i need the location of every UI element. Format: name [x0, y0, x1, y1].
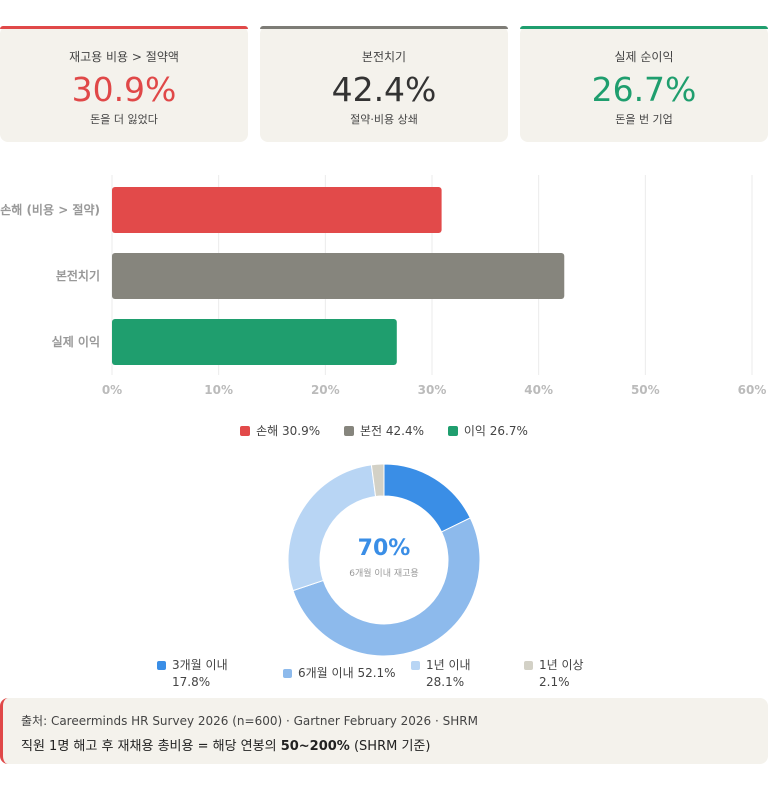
legend-swatch: [283, 669, 292, 678]
summary-text: 직원 1명 해고 후 재채용 총비용 = 해당 연봉의: [21, 739, 281, 754]
x-tick-label: 10%: [204, 383, 233, 397]
summary-highlight: 50~200%: [280, 739, 350, 754]
card-accent-bar: [520, 26, 768, 29]
legend-label: 본전 42.4%: [359, 424, 425, 438]
legend-value: 28.1%: [426, 675, 465, 689]
donut-center-label: 6개월 이내 재고용: [349, 569, 419, 579]
donut-legend-item-3m[interactable]: 3개월 이내 17.8%: [157, 657, 228, 691]
kpi-card-loss: 재고용 비용 > 절약액 30.9% 돈을 더 잃었다: [0, 26, 248, 142]
legend-label: 6개월 이내: [298, 666, 354, 680]
legend-label: 손해 30.9%: [256, 424, 321, 438]
x-tick-label: 40%: [524, 383, 553, 397]
card-sub: 절약·비용 상쇄: [350, 113, 418, 126]
source-citation: 출처: Careerminds HR Survey 2026 (n=600) ·…: [21, 714, 478, 728]
legend-swatch: [411, 661, 420, 670]
source-note: 출처: Careerminds HR Survey 2026 (n=600) ·…: [0, 698, 768, 764]
summary-suffix: (SHRM 기준): [349, 739, 431, 754]
donut-chart: [287, 463, 481, 657]
x-tick-label: 0%: [102, 383, 122, 397]
legend-label: 3개월 이내: [172, 658, 228, 672]
card-accent-bar: [0, 26, 248, 29]
donut-slice[interactable]: [383, 463, 471, 533]
donut-center-value: 70%: [357, 536, 411, 561]
card-value: 42.4%: [331, 70, 437, 109]
legend-label: 1년 이상: [539, 658, 584, 672]
x-tick-label: 20%: [311, 383, 340, 397]
donut-legend-item-over1y[interactable]: 1년 이상 2.1%: [524, 657, 584, 691]
card-sub: 돈을 번 기업: [615, 113, 673, 126]
bar[interactable]: [112, 187, 442, 233]
y-category-label: 손해 (비용 > 절약): [0, 202, 100, 217]
legend-swatch: [157, 661, 166, 670]
y-category-label: 본전치기: [56, 268, 100, 283]
card-value: 30.9%: [71, 70, 177, 109]
legend-text: 6개월 이내 52.1%: [298, 665, 396, 682]
card-value: 26.7%: [591, 70, 697, 109]
legend-label: 이익 26.7%: [463, 424, 528, 438]
legend-item-loss[interactable]: 손해 30.9%: [240, 422, 320, 439]
legend-value: 2.1%: [539, 675, 570, 689]
card-label: 본전치기: [361, 50, 407, 64]
source-summary: 직원 1명 해고 후 재채용 총비용 = 해당 연봉의 50~200% (SHR…: [21, 735, 430, 754]
kpi-card-profit: 실제 순이익 26.7% 돈을 번 기업: [520, 26, 768, 142]
legend-label: 1년 이내: [426, 658, 471, 672]
bar-legend: 손해 30.9% 본전 42.4% 이익 26.7%: [0, 422, 768, 439]
kpi-card-breakeven: 본전치기 42.4% 절약·비용 상쇄: [260, 26, 508, 142]
card-label: 실제 순이익: [614, 50, 674, 64]
donut-slice[interactable]: [370, 463, 385, 498]
legend-swatch: [447, 425, 458, 436]
legend-value: 17.8%: [172, 675, 211, 689]
bar[interactable]: [112, 319, 397, 365]
card-accent-bar: [260, 26, 508, 29]
legend-value: 52.1%: [357, 666, 396, 680]
legend-item-breakeven[interactable]: 본전 42.4%: [343, 422, 425, 439]
card-label: 재고용 비용 > 절약액: [69, 50, 179, 64]
y-category-label: 실제 이익: [52, 334, 100, 349]
legend-item-profit[interactable]: 이익 26.7%: [447, 422, 528, 439]
bar[interactable]: [112, 253, 565, 299]
legend-swatch: [240, 425, 251, 436]
x-tick-label: 60%: [738, 383, 767, 397]
x-tick-label: 50%: [631, 383, 660, 397]
legend-swatch: [343, 425, 354, 436]
donut-legend-item-6m[interactable]: 6개월 이내 52.1%: [283, 665, 396, 682]
donut-legend-item-1y[interactable]: 1년 이내 28.1%: [411, 657, 471, 691]
card-sub: 돈을 더 잃었다: [90, 113, 158, 126]
x-tick-label: 30%: [418, 383, 447, 397]
legend-swatch: [524, 661, 533, 670]
donut-slice[interactable]: [292, 517, 481, 657]
